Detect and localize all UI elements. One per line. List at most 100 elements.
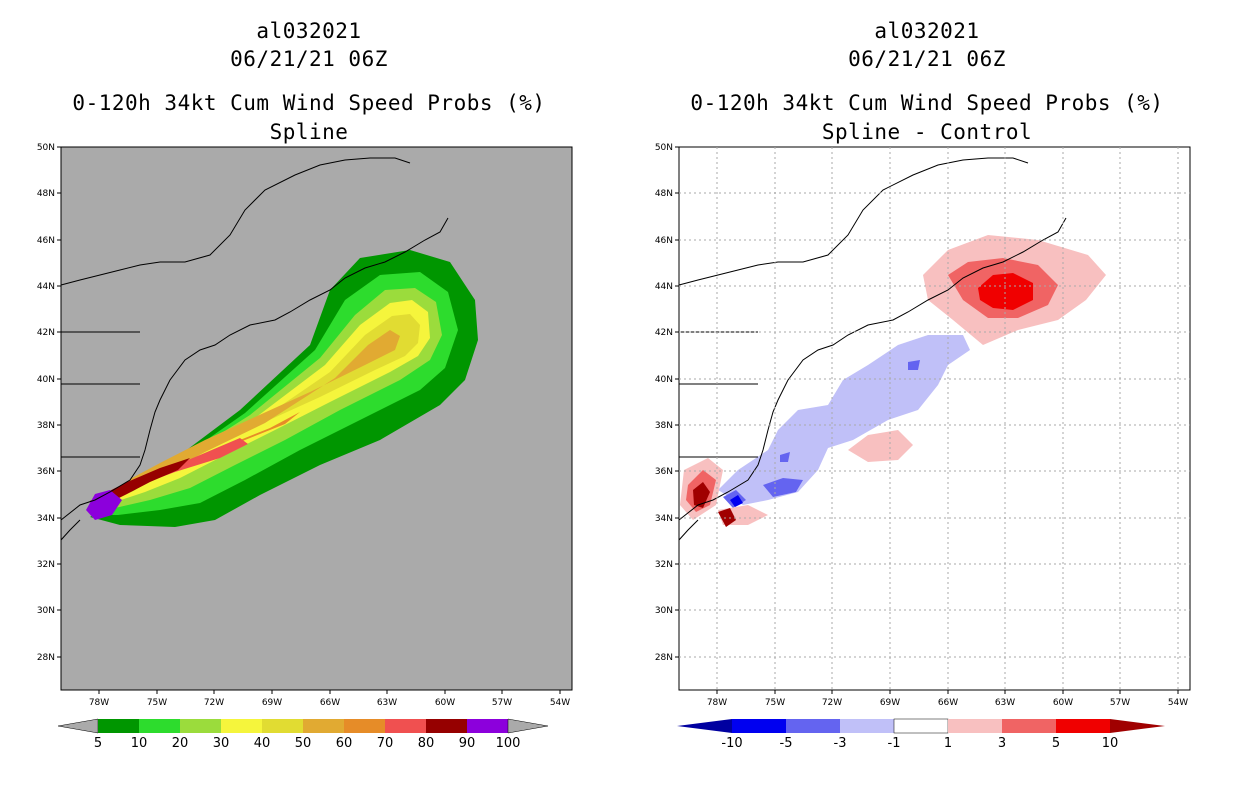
coastlines — [60, 157, 449, 541]
colorbar-swatch — [732, 719, 786, 733]
lat-label: 32N — [37, 560, 55, 570]
lat-label: 28N — [655, 653, 673, 663]
contour-pos-10 — [693, 482, 736, 527]
storm-id-title: al032021 — [874, 19, 980, 43]
lat-label: 48N — [655, 189, 673, 199]
colorbar-label: 1 — [944, 736, 952, 751]
colorbar-label: 50 — [295, 736, 312, 751]
difference-map: 50N 48N 46N 44N 42N 40N 38N 36N 34N 32N 30N 28N 78W 7… — [655, 143, 1191, 751]
colorbar-swatch — [98, 719, 139, 733]
lon-label: 72W — [204, 698, 224, 708]
lat-label: 30N — [37, 606, 55, 616]
lat-label: 46N — [655, 236, 673, 246]
product-title: 0-120h 34kt Cum Wind Speed Probs (%) — [690, 91, 1164, 115]
colorbar-label: 70 — [377, 736, 394, 751]
lat-label: 40N — [37, 375, 55, 385]
contour-neg-1 — [718, 335, 970, 505]
colorbar-swatch — [385, 719, 426, 733]
colorbar-label: 5 — [1052, 736, 1060, 751]
colorbar-swatch — [840, 719, 894, 733]
colorbar-swatch — [303, 719, 344, 733]
lat-label: 44N — [655, 282, 673, 292]
map-background — [678, 146, 1191, 691]
difference-contours — [680, 235, 1106, 527]
lon-label: 75W — [765, 698, 785, 708]
lat-label: 30N — [655, 606, 673, 616]
lat-label: 28N — [37, 653, 55, 663]
colorbar-swatch — [262, 719, 303, 733]
colorbar-label: 20 — [172, 736, 189, 751]
colorbar-label: -5 — [780, 736, 793, 751]
colorbar: 5 10 20 30 40 50 60 70 80 90 100 — [57, 718, 549, 751]
graticule: 50N 48N 46N 44N 42N 40N 38N 36N 34N 32N 30N 28N 78W 7… — [37, 143, 570, 708]
colorbar-swatch — [1056, 719, 1110, 733]
probability-contours — [86, 250, 478, 527]
colorbar-label: 100 — [496, 736, 521, 751]
lon-label: 60W — [1053, 698, 1073, 708]
lon-label: 63W — [377, 698, 397, 708]
datetime-title: 06/21/21 06Z — [230, 47, 388, 71]
colorbar-over-triangle — [1110, 719, 1165, 733]
lat-label: 38N — [655, 421, 673, 431]
lon-label: 75W — [147, 698, 167, 708]
colorbar-label: 30 — [213, 736, 230, 751]
contour-90 — [86, 490, 122, 520]
lat-label: 40N — [655, 375, 673, 385]
probability-map: 50N 48N 46N 44N 42N 40N 38N 36N 34N 32N 30N 28N 78W 7… — [37, 143, 573, 751]
lat-label: 38N — [37, 421, 55, 431]
datetime-title: 06/21/21 06Z — [848, 47, 1006, 71]
colorbar-under-triangle — [57, 718, 99, 734]
colorbar-label: -10 — [721, 736, 742, 751]
graticule: 50N 48N 46N 44N 42N 40N 38N 36N 34N 32N 30N 28N 78W 7… — [655, 143, 1190, 708]
lon-label: 63W — [995, 698, 1015, 708]
lat-label: 36N — [655, 467, 673, 477]
colorbar-swatch — [467, 719, 508, 733]
lon-label: 66W — [938, 698, 958, 708]
colorbar-swatch — [948, 719, 1002, 733]
subtitle: Spline — [269, 120, 349, 144]
lon-label: 72W — [822, 698, 842, 708]
lat-label: 32N — [655, 560, 673, 570]
colorbar-over-triangle — [507, 718, 549, 734]
lat-label: 34N — [655, 514, 673, 524]
colorbar: -10 -5 -3 -1 1 3 5 10 — [677, 718, 1165, 751]
product-title: 0-120h 34kt Cum Wind Speed Probs (%) — [72, 91, 546, 115]
colorbar-label: -3 — [834, 736, 847, 751]
subtitle: Spline - Control — [821, 120, 1033, 144]
lon-label: 78W — [707, 698, 727, 708]
lon-label: 69W — [262, 698, 282, 708]
colorbar-label: -1 — [888, 736, 901, 751]
contour-pos-1b — [680, 430, 913, 525]
difference-panel: al032021 06/21/21 06Z 0-120h 34kt Cum Wi… — [618, 0, 1236, 800]
lon-label: 54W — [550, 698, 570, 708]
probability-panel: al032021 06/21/21 06Z 0-120h 34kt Cum Wi… — [37, 19, 573, 751]
lat-label: 36N — [37, 467, 55, 477]
contour-neg-5 — [730, 495, 743, 507]
colorbar-label: 40 — [254, 736, 271, 751]
lon-label: 57W — [492, 698, 512, 708]
colorbar-swatch — [139, 719, 180, 733]
storm-id-title: al032021 — [256, 19, 362, 43]
colorbar-label: 5 — [94, 736, 102, 751]
lat-label: 42N — [37, 328, 55, 338]
contour-80 — [90, 458, 190, 505]
contour-pos-5 — [978, 273, 1033, 310]
colorbar-label: 10 — [1102, 736, 1119, 751]
colorbar-swatch — [1002, 719, 1056, 733]
colorbar-swatch — [426, 719, 467, 733]
lon-label: 60W — [435, 698, 455, 708]
colorbar-swatch — [180, 719, 221, 733]
colorbar-swatch — [221, 719, 262, 733]
lat-label: 48N — [37, 189, 55, 199]
lat-label: 50N — [655, 143, 673, 153]
colorbar-swatch — [344, 719, 385, 733]
lon-label: 69W — [880, 698, 900, 708]
colorbar-label: 10 — [131, 736, 148, 751]
colorbar-under-triangle — [677, 719, 732, 733]
colorbar-label: 3 — [998, 736, 1006, 751]
contour-50 — [90, 330, 400, 507]
colorbar-label: 80 — [418, 736, 435, 751]
lon-label: 54W — [1168, 698, 1188, 708]
lat-label: 46N — [37, 236, 55, 246]
colorbar-label: 60 — [336, 736, 353, 751]
